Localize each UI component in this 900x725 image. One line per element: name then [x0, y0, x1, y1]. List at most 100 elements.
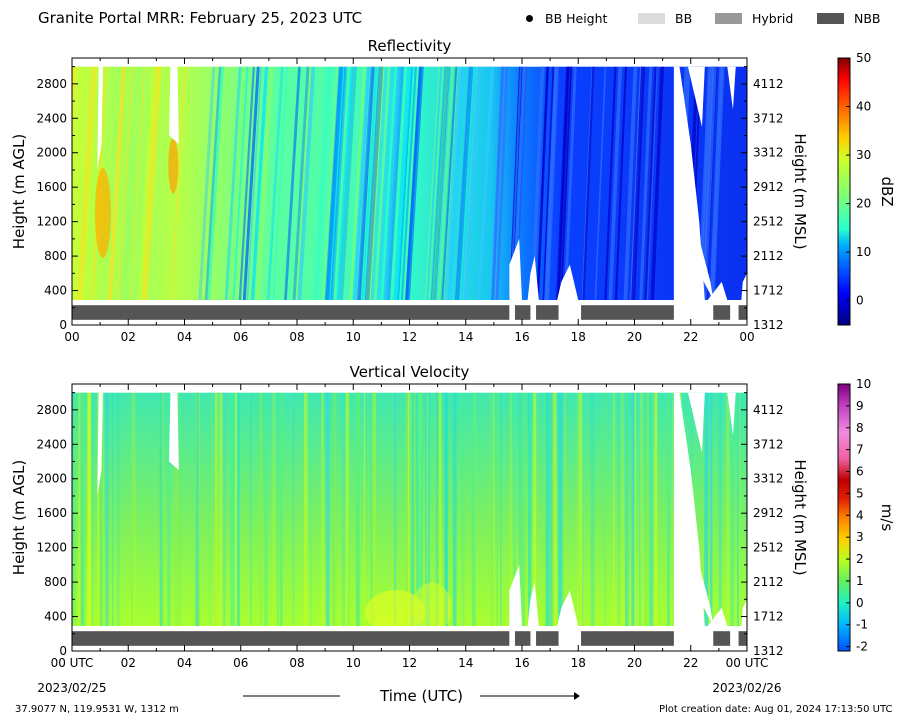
- x-tick-label: 02: [121, 330, 136, 344]
- field-streak: [284, 66, 301, 301]
- legend-swatch-icon: [817, 13, 844, 24]
- field-streak: [405, 392, 408, 627]
- field-streak: [131, 392, 134, 627]
- x-tick-label: 10: [346, 330, 361, 344]
- x-tick-label: 00 UTC: [51, 656, 94, 670]
- field-streak: [409, 392, 412, 627]
- y-tick-label-right: 2112: [753, 249, 784, 263]
- field-streak: [438, 392, 442, 627]
- colorbar-scale: [837, 383, 851, 652]
- field-streak: [533, 392, 537, 627]
- field-streak: [77, 66, 95, 301]
- missing-data-gap: [97, 392, 103, 496]
- colorbar-label: dBZ: [878, 176, 896, 206]
- missing-data-gap: [727, 392, 736, 436]
- colorbar-tick-label: 30: [856, 148, 871, 162]
- field-streak: [225, 66, 243, 301]
- field-streak: [613, 392, 615, 627]
- field-streak: [292, 66, 310, 301]
- field-streak: [730, 392, 735, 627]
- field-streak: [509, 392, 512, 627]
- legend-dot-icon: [526, 15, 533, 22]
- field-streak: [365, 66, 385, 301]
- legend-label: NBB: [854, 11, 881, 26]
- data-field: [72, 392, 747, 627]
- x-tick-label: 20: [627, 656, 642, 670]
- field-streak: [624, 392, 629, 627]
- field-streak: [590, 392, 595, 627]
- field-streak: [492, 392, 495, 627]
- rain-type-segment: [738, 305, 747, 320]
- field-streak: [558, 392, 562, 627]
- missing-data-gap: [707, 281, 728, 301]
- field-streak: [363, 392, 366, 627]
- field-streak: [294, 66, 312, 301]
- rain-type-segment: [514, 305, 531, 320]
- y-tick-label-right: 4112: [753, 77, 784, 91]
- field-streak: [266, 66, 283, 301]
- field-streak: [430, 66, 447, 301]
- field-streak: [107, 66, 125, 301]
- field-streak: [477, 66, 493, 301]
- field-streak: [279, 392, 283, 627]
- field-streak: [246, 66, 263, 301]
- field-streak: [434, 392, 436, 627]
- field-streak: [513, 392, 516, 627]
- field-streak: [280, 392, 283, 627]
- field-streak: [78, 392, 80, 627]
- field-streak: [608, 66, 623, 301]
- field-streak: [666, 392, 670, 627]
- field-streak: [100, 392, 104, 627]
- colorbar-tick-label: 0: [856, 294, 864, 308]
- field-streak: [117, 66, 135, 301]
- creation-date: Plot creation date: Aug 01, 2024 17:13:5…: [659, 704, 893, 715]
- field-streak: [428, 66, 444, 301]
- x-date-label: 2023/02/25: [37, 681, 106, 695]
- field-streak: [530, 66, 545, 301]
- x-tick-label: 08: [289, 330, 304, 344]
- missing-data-gap: [687, 66, 705, 127]
- field-streak: [644, 66, 657, 301]
- field-streak: [210, 392, 212, 627]
- missing-data-gap: [673, 392, 705, 627]
- field-streak: [352, 66, 368, 301]
- field-streak: [454, 66, 471, 301]
- field-streak: [81, 392, 86, 627]
- y-tick-label-left: 2400: [36, 437, 67, 451]
- field-streak: [544, 66, 558, 301]
- missing-data-gap: [557, 590, 579, 627]
- x-tick-label: 18: [571, 330, 586, 344]
- field-streak: [111, 392, 114, 627]
- y-tick-label-right: 2912: [753, 506, 784, 520]
- missing-data-gap: [690, 238, 714, 301]
- x-tick-label: 12: [402, 656, 417, 670]
- field-streak: [110, 66, 127, 301]
- field-streak: [398, 66, 418, 301]
- y-axis-label-left: Height (m AGL): [10, 134, 28, 249]
- field-streak: [87, 392, 92, 627]
- field-streak: [220, 392, 224, 627]
- field-streak: [305, 66, 322, 301]
- field-streak: [471, 392, 476, 627]
- field-streak: [72, 66, 77, 146]
- field-streak: [250, 392, 252, 627]
- field-streak: [276, 392, 279, 627]
- field-streak: [371, 392, 376, 627]
- x-tick-label: 22: [683, 656, 698, 670]
- field-streak: [411, 66, 428, 301]
- field-streak: [207, 66, 224, 301]
- field-streak: [518, 392, 523, 627]
- field-streak: [710, 392, 713, 627]
- field-streak: [464, 66, 483, 301]
- field-streak: [394, 392, 397, 627]
- field-streak: [407, 392, 412, 627]
- field-streak: [563, 66, 577, 301]
- field-streak: [543, 392, 546, 627]
- field-streak: [650, 392, 654, 627]
- field-streak: [500, 392, 502, 627]
- y-tick-label-right: 1312: [753, 644, 784, 658]
- field-streak: [437, 66, 456, 301]
- field-streak: [495, 66, 509, 301]
- field-streak: [437, 392, 439, 627]
- x-tick-label: 04: [177, 656, 192, 670]
